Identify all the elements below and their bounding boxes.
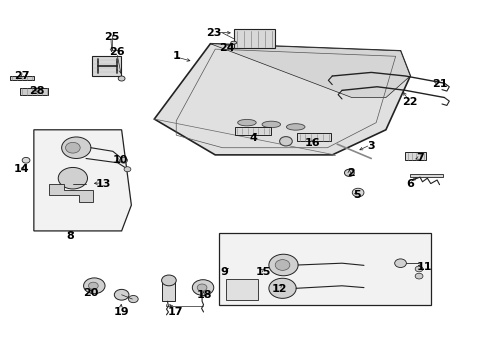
Ellipse shape	[230, 41, 236, 44]
Polygon shape	[154, 44, 409, 155]
Text: 12: 12	[271, 284, 287, 294]
Circle shape	[120, 157, 127, 163]
Circle shape	[22, 157, 30, 163]
Circle shape	[394, 259, 406, 267]
Text: 5: 5	[352, 190, 360, 200]
Circle shape	[161, 275, 176, 286]
Polygon shape	[20, 88, 48, 95]
Bar	[161, 282, 175, 301]
Circle shape	[61, 137, 91, 158]
Bar	[297, 134, 330, 141]
Polygon shape	[210, 44, 409, 98]
Bar	[225, 279, 257, 300]
Text: 18: 18	[196, 291, 212, 301]
Text: 21: 21	[431, 79, 447, 89]
Circle shape	[128, 296, 138, 303]
Circle shape	[114, 289, 129, 300]
Text: 8: 8	[66, 231, 74, 240]
Polygon shape	[34, 130, 131, 231]
Text: 1: 1	[172, 51, 180, 61]
Text: 16: 16	[305, 138, 320, 148]
Circle shape	[118, 76, 125, 81]
Bar	[233, 30, 275, 48]
Bar	[234, 127, 271, 135]
Circle shape	[275, 260, 289, 270]
Circle shape	[58, 167, 87, 189]
Text: 17: 17	[167, 307, 183, 316]
Circle shape	[414, 266, 422, 272]
Circle shape	[414, 273, 422, 279]
Bar	[405, 152, 425, 160]
Circle shape	[65, 142, 80, 153]
Circle shape	[83, 278, 105, 294]
Text: 10: 10	[112, 155, 127, 165]
Text: 4: 4	[249, 133, 257, 143]
Text: 6: 6	[406, 179, 413, 189]
Circle shape	[124, 167, 131, 172]
Circle shape	[88, 282, 98, 289]
Text: 15: 15	[255, 267, 270, 277]
Text: 3: 3	[366, 141, 374, 151]
Polygon shape	[49, 184, 93, 202]
Polygon shape	[10, 76, 34, 80]
Text: 19: 19	[114, 307, 129, 316]
Text: 27: 27	[14, 71, 29, 81]
Circle shape	[197, 284, 206, 291]
Circle shape	[351, 188, 363, 197]
Text: 9: 9	[220, 267, 227, 277]
Circle shape	[279, 136, 292, 146]
Text: 25: 25	[104, 32, 119, 42]
Text: 7: 7	[415, 153, 423, 163]
Text: 26: 26	[109, 46, 124, 57]
Text: 28: 28	[29, 86, 45, 96]
Text: 22: 22	[402, 97, 417, 107]
Polygon shape	[409, 174, 443, 177]
Text: 11: 11	[415, 262, 431, 272]
Text: 23: 23	[206, 28, 222, 38]
Bar	[92, 56, 121, 76]
Circle shape	[268, 278, 296, 298]
Circle shape	[192, 280, 213, 296]
Text: 24: 24	[219, 43, 235, 53]
Text: 14: 14	[14, 164, 29, 174]
Text: 20: 20	[83, 288, 99, 298]
Ellipse shape	[262, 121, 280, 128]
Bar	[219, 233, 430, 305]
Text: 13: 13	[95, 179, 111, 189]
Circle shape	[344, 169, 353, 176]
Circle shape	[268, 254, 298, 276]
Ellipse shape	[237, 120, 256, 126]
Text: 2: 2	[346, 168, 354, 178]
Ellipse shape	[286, 124, 305, 130]
